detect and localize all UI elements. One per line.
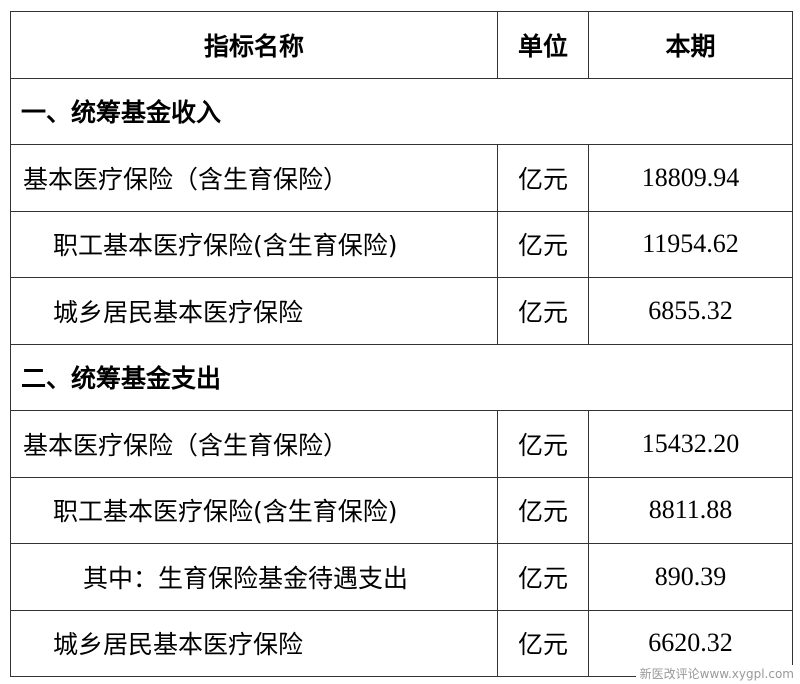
row-name: 城乡居民基本医疗保险 <box>10 609 498 677</box>
section-title: 二、统筹基金支出 <box>10 343 793 411</box>
row-name: 职工基本医疗保险(含生育保险) <box>10 476 498 544</box>
row-name: 基本医疗保险（含生育保险） <box>10 410 498 478</box>
table-row: 职工基本医疗保险(含生育保险) 亿元 11954.62 <box>10 210 793 278</box>
section-row: 一、统筹基金收入 <box>10 77 793 145</box>
row-unit: 亿元 <box>497 277 589 345</box>
header-value: 本期 <box>588 11 793 79</box>
table-row: 基本医疗保险（含生育保险） 亿元 15432.20 <box>10 410 793 478</box>
row-value: 15432.20 <box>588 410 793 478</box>
row-value: 8811.88 <box>588 476 793 544</box>
insurance-fund-table: 指标名称 单位 本期 一、统筹基金收入 基本医疗保险（含生育保险） 亿元 188… <box>10 11 793 677</box>
row-unit: 亿元 <box>497 410 589 478</box>
table-row: 职工基本医疗保险(含生育保险) 亿元 8811.88 <box>10 476 793 544</box>
header-unit: 单位 <box>497 11 589 79</box>
row-value: 11954.62 <box>588 210 793 278</box>
row-unit: 亿元 <box>497 210 589 278</box>
table-row: 基本医疗保险（含生育保险） 亿元 18809.94 <box>10 144 793 212</box>
row-unit: 亿元 <box>497 609 589 677</box>
row-name: 职工基本医疗保险(含生育保险) <box>10 210 498 278</box>
table-row: 其中：生育保险基金待遇支出 亿元 890.39 <box>10 543 793 611</box>
section-row: 二、统筹基金支出 <box>10 343 793 411</box>
table-row: 城乡居民基本医疗保险 亿元 6620.32 <box>10 609 793 677</box>
row-value: 18809.94 <box>588 144 793 212</box>
watermark: 新医改评论www.xygpl.com <box>635 665 794 682</box>
section-title: 一、统筹基金收入 <box>10 77 793 145</box>
row-name: 其中：生育保险基金待遇支出 <box>10 543 498 611</box>
row-unit: 亿元 <box>497 144 589 212</box>
table-row: 城乡居民基本医疗保险 亿元 6855.32 <box>10 277 793 345</box>
row-name: 城乡居民基本医疗保险 <box>10 277 498 345</box>
header-name: 指标名称 <box>10 11 498 79</box>
row-unit: 亿元 <box>497 543 589 611</box>
header-row: 指标名称 单位 本期 <box>10 11 793 79</box>
row-value: 890.39 <box>588 543 793 611</box>
row-unit: 亿元 <box>497 476 589 544</box>
row-name: 基本医疗保险（含生育保险） <box>10 144 498 212</box>
row-value: 6855.32 <box>588 277 793 345</box>
